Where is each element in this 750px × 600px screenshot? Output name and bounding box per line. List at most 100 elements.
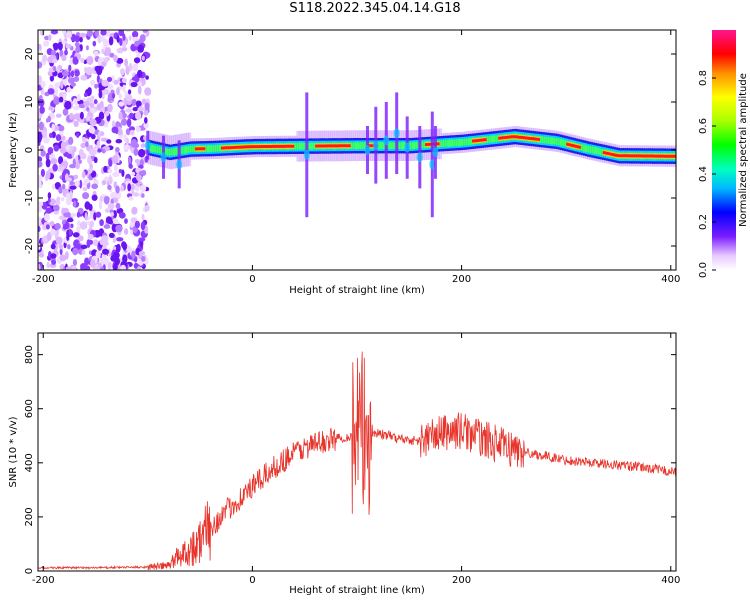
noise-blob bbox=[88, 167, 93, 174]
noise-blob bbox=[38, 156, 43, 163]
noise-blob bbox=[118, 30, 125, 37]
ridge-inner bbox=[490, 135, 495, 143]
noise-blob bbox=[139, 34, 146, 43]
noise-blob bbox=[73, 120, 79, 128]
ridge-inner bbox=[547, 137, 551, 144]
ridge-inner bbox=[495, 135, 499, 142]
snr-y-tick-label: 800 bbox=[24, 345, 35, 364]
noise-blob bbox=[112, 218, 119, 225]
noise-blob bbox=[42, 54, 48, 63]
ridge-inner bbox=[216, 144, 221, 152]
ridge-inner bbox=[457, 139, 461, 146]
noise-blob bbox=[125, 128, 131, 136]
noise-blob bbox=[143, 109, 149, 116]
ridge-inner bbox=[446, 139, 451, 147]
ridge-inner bbox=[191, 145, 196, 153]
noise-blob bbox=[61, 207, 69, 213]
noise-blob bbox=[113, 251, 120, 259]
noise-blob bbox=[137, 44, 145, 53]
noise-blob bbox=[90, 108, 96, 114]
noise-blob bbox=[86, 55, 94, 65]
noise-blob bbox=[106, 76, 113, 82]
noise-blob bbox=[86, 239, 91, 248]
noise-blob bbox=[45, 207, 53, 214]
noise-blob bbox=[115, 147, 120, 153]
spectrogram-y-tick-label: 20 bbox=[24, 48, 35, 61]
noise-blob bbox=[58, 186, 63, 194]
ridge-core bbox=[220, 144, 295, 150]
noise-blob bbox=[74, 35, 80, 43]
noise-blob bbox=[38, 98, 45, 107]
noise-blob bbox=[138, 86, 142, 95]
spectrogram-x-tick-label: -200 bbox=[32, 274, 55, 285]
noise-blob bbox=[48, 34, 52, 41]
noise-blob bbox=[129, 126, 135, 132]
noise-blob bbox=[100, 36, 106, 42]
ridge-inner bbox=[459, 139, 463, 146]
noise-blob bbox=[38, 230, 41, 240]
ridge-inner bbox=[361, 142, 365, 149]
noise-blob bbox=[118, 212, 126, 219]
ridge-inner bbox=[154, 145, 158, 153]
noise-blob bbox=[97, 148, 102, 153]
noise-blob bbox=[79, 221, 87, 230]
ridge-inner bbox=[298, 142, 302, 150]
noise-blob bbox=[126, 118, 132, 128]
ridge-inner bbox=[597, 147, 602, 155]
noise-blob bbox=[137, 149, 146, 158]
noise-blob bbox=[81, 250, 86, 255]
spike-blob bbox=[404, 142, 411, 153]
noise-blob bbox=[137, 266, 141, 270]
noise-blob bbox=[83, 100, 90, 108]
ridge-inner bbox=[461, 139, 466, 146]
spike-blob bbox=[393, 128, 400, 139]
ridge-inner bbox=[545, 136, 549, 144]
noise-blob bbox=[80, 142, 87, 149]
noise-blob bbox=[79, 32, 87, 38]
noise-blob bbox=[79, 179, 83, 189]
ridge-inner bbox=[392, 142, 397, 149]
noise-blob bbox=[139, 159, 144, 167]
noise-blob bbox=[107, 168, 113, 174]
noise-blob bbox=[138, 251, 146, 256]
noise-blob bbox=[74, 69, 80, 77]
noise-blob bbox=[38, 121, 44, 131]
noise-blob bbox=[86, 30, 93, 37]
spectrogram-y-tick-label: -10 bbox=[24, 190, 35, 206]
spike-blob bbox=[303, 149, 310, 160]
colorbar-gradient bbox=[712, 30, 736, 270]
noise-blob bbox=[132, 107, 139, 112]
ridge-inner bbox=[411, 142, 415, 149]
noise-blob bbox=[128, 35, 132, 41]
noise-blob bbox=[121, 169, 125, 177]
ridge-inner bbox=[208, 145, 212, 152]
noise-blob bbox=[89, 220, 95, 228]
noise-blob bbox=[39, 30, 45, 37]
ridge-inner bbox=[158, 146, 162, 154]
noise-blob bbox=[88, 126, 96, 134]
noise-blob bbox=[72, 56, 79, 65]
ridge-inner bbox=[206, 145, 210, 152]
ridge-inner bbox=[539, 136, 543, 143]
noise-blob bbox=[90, 133, 96, 140]
noise-blob bbox=[141, 193, 145, 198]
snr-y-tick-label: 0 bbox=[24, 568, 35, 574]
noise-blob bbox=[51, 259, 57, 265]
noise-blob bbox=[99, 219, 104, 227]
noise-blob bbox=[44, 213, 50, 222]
ridge-inner bbox=[557, 138, 562, 146]
ridge-inner bbox=[444, 140, 449, 147]
spectrogram-x-tick-label: 0 bbox=[249, 274, 255, 285]
noise-blob bbox=[84, 257, 90, 266]
noise-blob bbox=[127, 156, 132, 165]
noise-blob bbox=[107, 203, 115, 210]
ridge-inner bbox=[313, 142, 317, 150]
noise-blob bbox=[108, 232, 115, 238]
noise-blob bbox=[84, 212, 88, 221]
noise-blob bbox=[71, 198, 78, 203]
noise-blob bbox=[72, 105, 80, 111]
noise-blob bbox=[134, 159, 140, 164]
spectrogram-plot-area bbox=[38, 30, 676, 270]
ridge-inner bbox=[599, 148, 604, 156]
